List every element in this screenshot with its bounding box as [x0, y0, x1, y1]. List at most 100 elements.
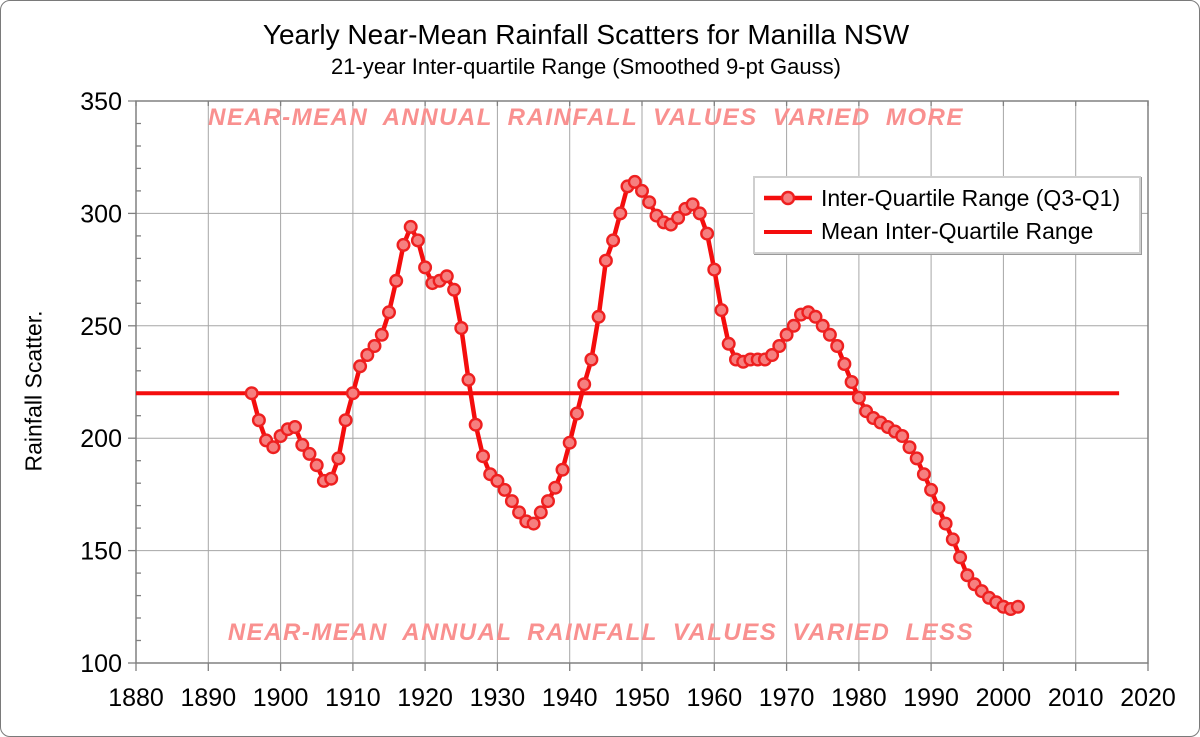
chart-subtitle: 21-year Inter-quartile Range (Smoothed 9… [331, 54, 841, 79]
x-tick-label: 2000 [976, 684, 1032, 712]
x-tick-label: 1970 [759, 684, 815, 712]
data-point [541, 494, 556, 509]
data-point [714, 303, 729, 318]
data-point [345, 386, 360, 401]
data-point [309, 458, 324, 473]
data-point [382, 305, 397, 320]
data-point [403, 219, 418, 234]
data-point [548, 480, 563, 495]
data-point [844, 375, 859, 390]
data-point [476, 449, 491, 464]
x-tick-label: 1930 [470, 684, 526, 712]
data-point [353, 359, 368, 374]
x-tick-label: 1920 [397, 684, 453, 712]
data-point [374, 327, 389, 342]
x-tick-label: 1910 [325, 684, 381, 712]
data-point [454, 321, 469, 336]
data-point [389, 273, 404, 288]
y-tick-label: 200 [80, 425, 122, 453]
data-point [786, 318, 801, 333]
data-point [627, 174, 642, 189]
x-tick-label: 2010 [1048, 684, 1104, 712]
data-point [418, 260, 433, 275]
data-point [960, 568, 975, 583]
data-point [562, 435, 577, 450]
data-point [953, 550, 968, 565]
y-tick-label: 150 [80, 538, 122, 566]
data-point [822, 327, 837, 342]
y-tick-label: 350 [80, 88, 122, 116]
legend-label-iqr: Inter-Quartile Range (Q3-Q1) [821, 184, 1121, 211]
data-point [360, 348, 375, 363]
data-point [851, 390, 866, 405]
data-point [707, 262, 722, 277]
data-point [765, 348, 780, 363]
data-point [779, 327, 794, 342]
data-point [302, 446, 317, 461]
data-point [331, 451, 346, 466]
data-point [461, 372, 476, 387]
data-point [367, 339, 382, 354]
data-point [772, 339, 787, 354]
data-point [692, 206, 707, 221]
iqr-line-marker-sample [764, 190, 812, 206]
x-tick-label: 1980 [831, 684, 887, 712]
data-point [721, 336, 736, 351]
mean-line-sample [764, 229, 812, 234]
legend-item-iqr: Inter-Quartile Range (Q3-Q1) [755, 185, 1139, 212]
data-point [512, 505, 527, 520]
data-point [808, 309, 823, 324]
data-point [1010, 599, 1025, 614]
legend-item-mean: Mean Inter-Quartile Range [755, 218, 1139, 245]
data-point [447, 282, 462, 297]
data-point [931, 500, 946, 515]
data-point [410, 233, 425, 248]
data-point [837, 357, 852, 372]
data-point [295, 437, 310, 452]
y-tick-label: 300 [80, 200, 122, 228]
x-tick-label: 1960 [686, 684, 742, 712]
data-point [700, 226, 715, 241]
data-point [266, 440, 281, 455]
chart-title: Yearly Near-Mean Rainfall Scatters for M… [262, 19, 910, 50]
data-point [895, 429, 910, 444]
data-point [251, 413, 266, 428]
data-point [338, 413, 353, 428]
data-point [598, 253, 613, 268]
data-point [490, 473, 505, 488]
data-point [606, 233, 621, 248]
data-point [439, 269, 454, 284]
data-point [244, 386, 259, 401]
data-point [938, 516, 953, 531]
data-point [324, 471, 339, 486]
x-tick-label: 2020 [1120, 684, 1176, 712]
data-point [555, 462, 570, 477]
annotation-varied-less: NEAR-MEAN ANNUAL RAINFALL VALUES VARIED … [227, 619, 975, 646]
data-point [504, 494, 519, 509]
data-point [902, 440, 917, 455]
data-point [468, 417, 483, 432]
data-point [815, 318, 830, 333]
data-point [909, 451, 924, 466]
data-point [642, 195, 657, 210]
data-point [591, 309, 606, 324]
x-tick-label: 1890 [180, 684, 236, 712]
legend: Inter-Quartile Range (Q3-Q1) Mean Inter-… [753, 176, 1141, 254]
data-point [569, 406, 584, 421]
data-point [830, 339, 845, 354]
x-tick-label: 1950 [614, 684, 670, 712]
data-point [288, 420, 303, 435]
x-tick-label: 1900 [253, 684, 309, 712]
data-point [671, 210, 686, 225]
x-tick-label: 1880 [108, 684, 164, 712]
data-point [497, 482, 512, 497]
data-point [924, 482, 939, 497]
data-point [635, 183, 650, 198]
data-point [945, 532, 960, 547]
data-point [613, 206, 628, 221]
data-point [396, 237, 411, 252]
data-point [685, 197, 700, 212]
data-point [526, 516, 541, 531]
annotation-varied-more: NEAR-MEAN ANNUAL RAINFALL VALUES VARIED … [208, 104, 964, 131]
